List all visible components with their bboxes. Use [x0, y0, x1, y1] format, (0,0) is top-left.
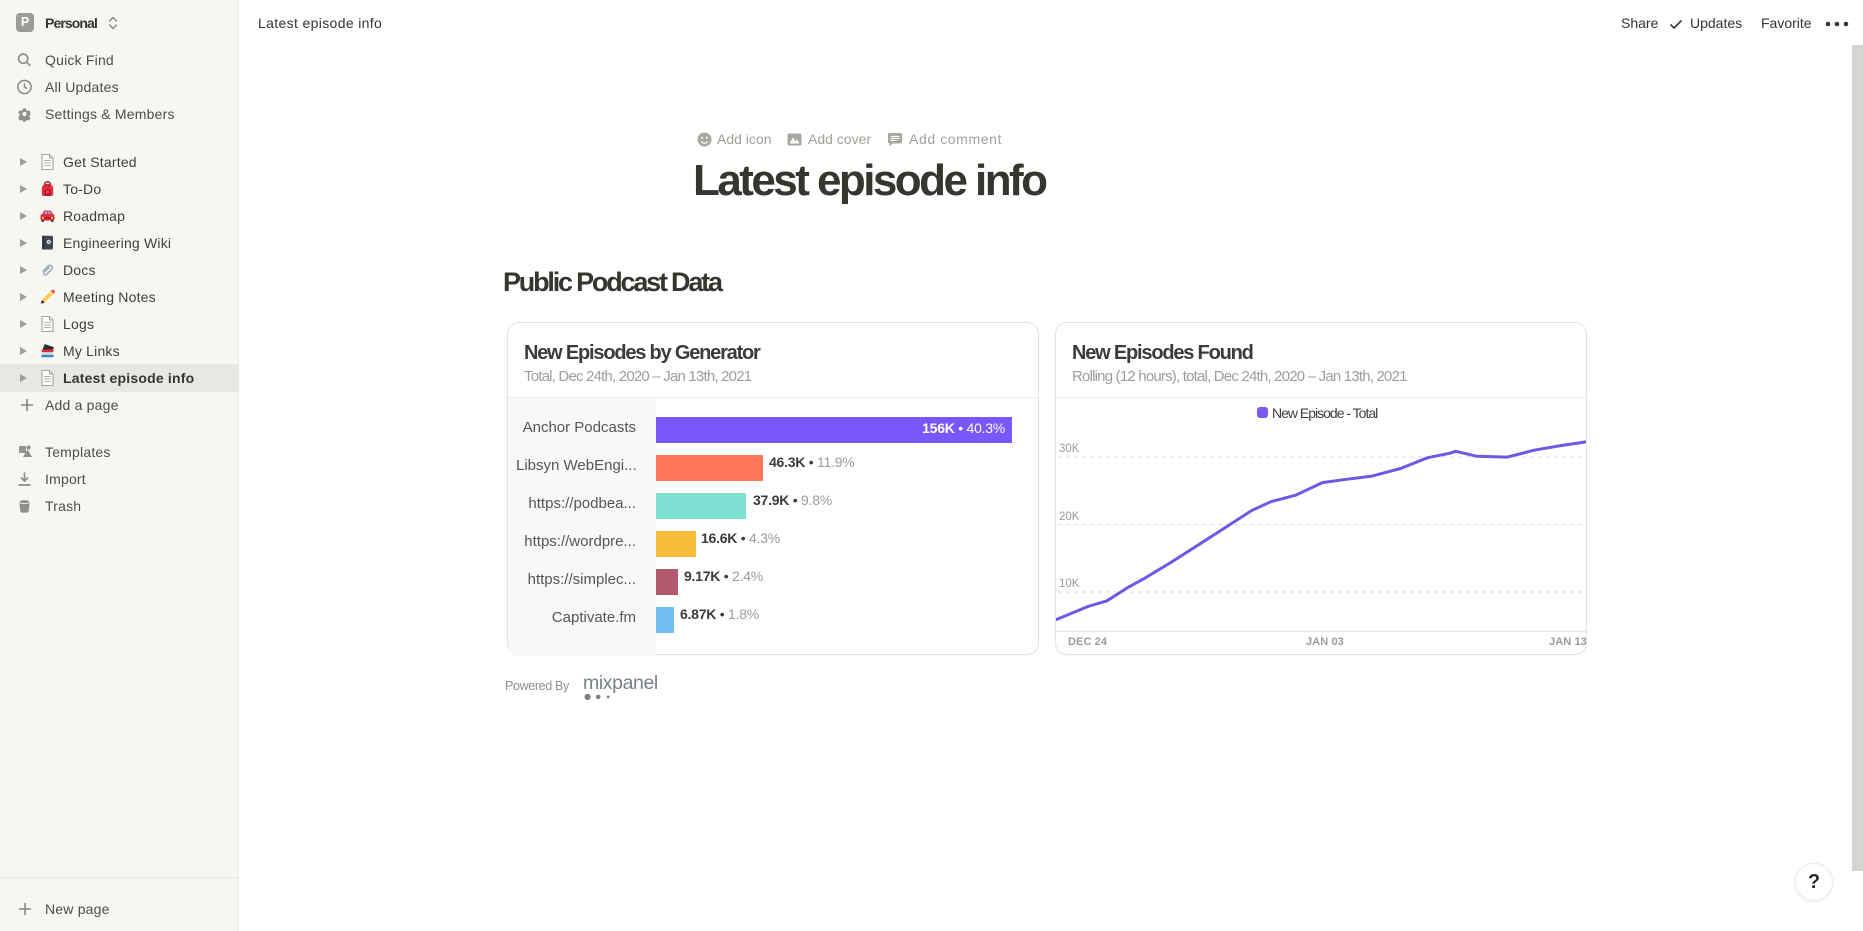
svg-text:mixpanel: mixpanel [584, 672, 658, 694]
